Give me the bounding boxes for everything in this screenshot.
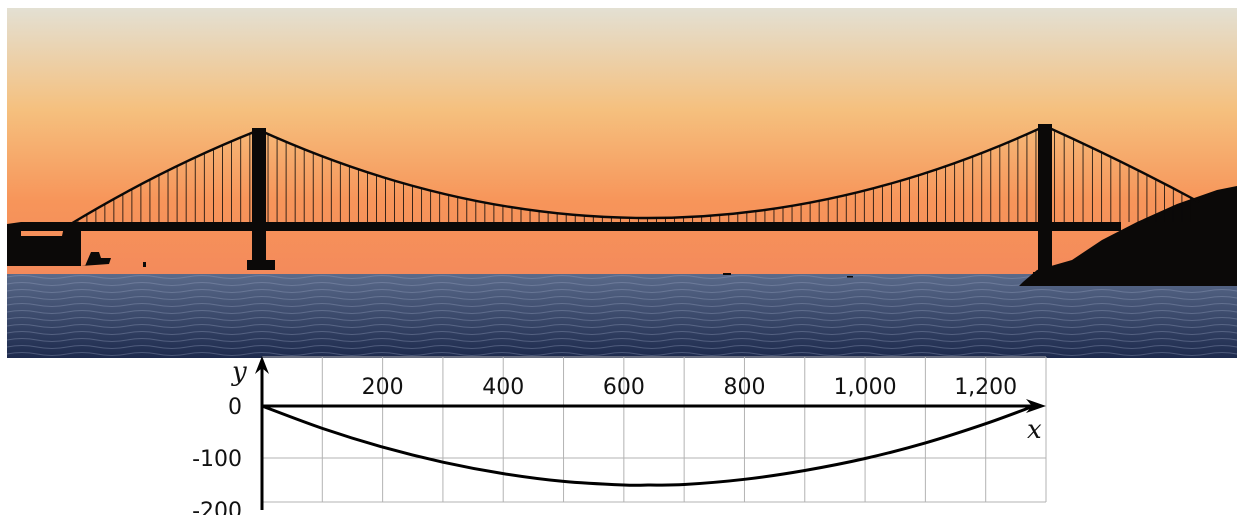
water-ripples xyxy=(7,274,1237,358)
bridge-silhouette xyxy=(7,124,1237,286)
suspenders xyxy=(77,130,1191,222)
cable-curve-chart: 200 400 600 800 1,000 1,200 0 -100 -200 x y xyxy=(192,356,1047,515)
curve-layer xyxy=(261,404,1035,487)
north-tower-base xyxy=(1033,272,1059,282)
x-tick-label: 600 xyxy=(603,375,645,400)
x-tick-label: 1,200 xyxy=(954,375,1017,400)
x-tick-label: 800 xyxy=(723,375,765,400)
y-axis-label: y xyxy=(231,357,247,387)
left-shore xyxy=(7,222,111,266)
y-tick-label: -200 xyxy=(192,499,242,515)
y-axis-arrow xyxy=(255,356,269,374)
bridge-photo xyxy=(7,8,1237,358)
distant-boat xyxy=(847,276,853,278)
right-headland xyxy=(1019,186,1237,286)
y-tick-label: 0 xyxy=(228,395,242,420)
y-tick-label: -100 xyxy=(192,447,242,472)
buoy xyxy=(143,262,146,267)
sky xyxy=(7,8,1237,276)
chart-grid xyxy=(262,356,1047,503)
chart-axes xyxy=(255,356,1046,510)
y-tick-labels: 0 -100 -200 xyxy=(192,395,242,515)
x-axis-arrow xyxy=(1026,399,1046,413)
x-tick-label: 1,000 xyxy=(834,375,897,400)
north-tower xyxy=(1038,124,1052,282)
deck xyxy=(21,222,1121,229)
x-tick-labels: 200 400 600 800 1,000 1,200 xyxy=(362,375,1018,400)
deck-truss xyxy=(21,229,1121,231)
south-tower-base xyxy=(247,260,275,270)
south-tower xyxy=(252,128,266,268)
x-tick-label: 400 xyxy=(482,375,524,400)
x-tick-label: 200 xyxy=(362,375,404,400)
distant-boat xyxy=(723,273,731,275)
x-axis-label: x xyxy=(1027,415,1042,445)
cable-curve-line xyxy=(261,404,1035,487)
